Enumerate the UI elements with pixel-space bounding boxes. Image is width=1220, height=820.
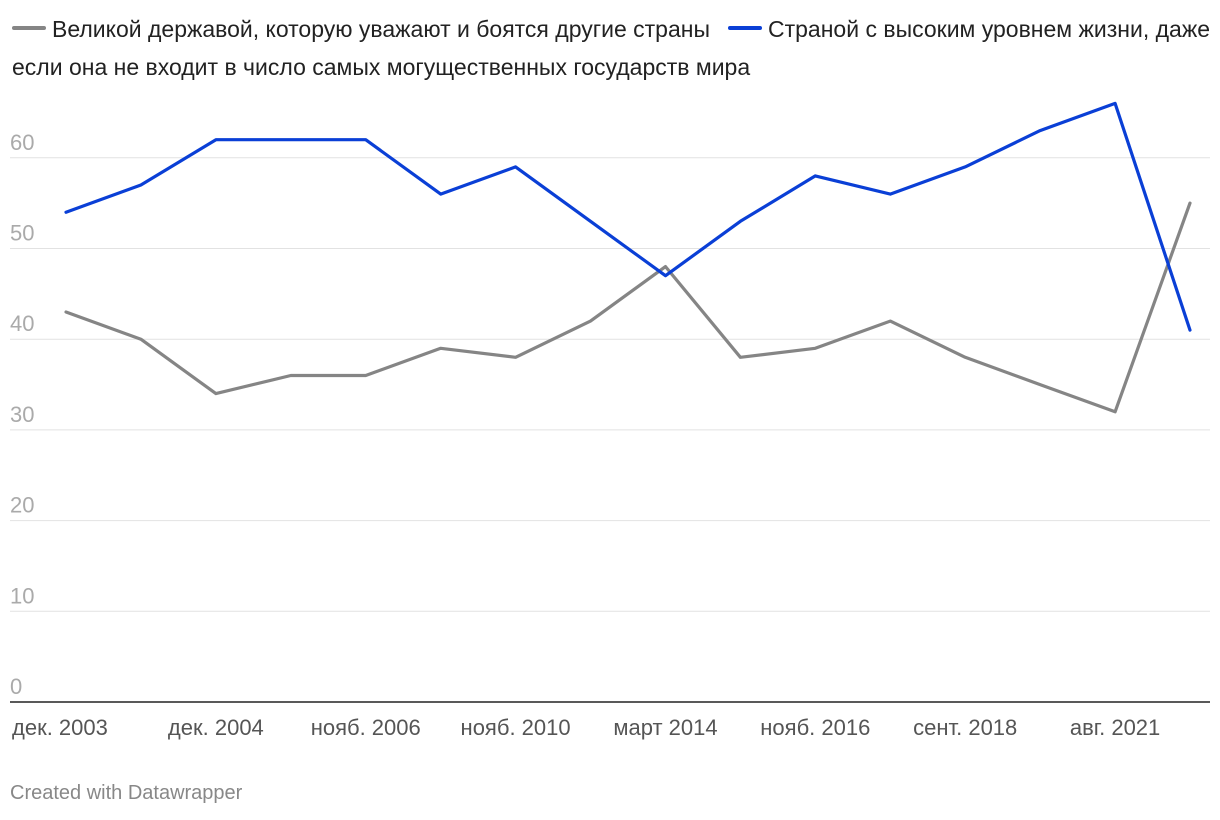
datawrapper-credit: Created with Datawrapper: [10, 782, 243, 804]
series-0-point-14: [1113, 410, 1117, 414]
series-1-point-9: [738, 219, 742, 223]
y-tick-label-50: 50: [10, 221, 34, 246]
series-1-point-4: [364, 138, 368, 142]
series-1-point-12: [963, 165, 967, 169]
x-tick-label-3: нояб. 2010: [461, 715, 571, 740]
y-tick-label-20: 20: [10, 493, 34, 518]
legend-item-great-power: Великой державой, которую уважают и боят…: [12, 16, 710, 42]
series-1-point-6: [514, 165, 518, 169]
x-tick-label-4: март 2014: [613, 715, 717, 740]
series-0-point-0: [64, 310, 68, 314]
series-0-point-3: [289, 373, 293, 377]
series-1-point-8: [663, 274, 667, 278]
series-0-point-6: [514, 355, 518, 359]
series-1-point-5: [439, 192, 443, 196]
y-tick-label-10: 10: [10, 583, 34, 608]
series-0-point-4: [364, 373, 368, 377]
legend-swatch-high-living-standard: [728, 25, 762, 30]
legend-label-high-living-standard: Страной с высоким уровнем жизни, даже ес…: [12, 16, 1210, 80]
series-0-point-1: [139, 337, 143, 341]
legend-swatch-great-power: [12, 25, 46, 30]
series-0-point-10: [813, 346, 817, 350]
legend: Великой державой, которую уважают и боят…: [12, 10, 1212, 86]
series-1-point-14: [1113, 101, 1117, 105]
series-0-point-11: [888, 319, 892, 323]
series-0-point-7: [589, 319, 593, 323]
series-1-point-10: [813, 174, 817, 178]
series-1-point-3: [289, 138, 293, 142]
series-1-point-7: [589, 219, 593, 223]
series-0-point-2: [214, 392, 218, 396]
series-0-point-5: [439, 346, 443, 350]
y-tick-label-30: 30: [10, 402, 34, 427]
series-1-point-11: [888, 192, 892, 196]
x-tick-label-1: дек. 2004: [168, 715, 264, 740]
x-tick-label-5: нояб. 2016: [760, 715, 870, 740]
series-1-point-13: [1038, 129, 1042, 133]
series-0-point-8: [663, 265, 667, 269]
x-tick-label-2: нояб. 2006: [311, 715, 421, 740]
series-line-1: [64, 101, 1192, 332]
legend-label-great-power: Великой державой, которую уважают и боят…: [52, 16, 710, 42]
legend-item-high-living-standard: Страной с высоким уровнем жизни, даже ес…: [12, 16, 1210, 80]
y-tick-label-0: 0: [10, 674, 22, 699]
series-1-point-1: [139, 183, 143, 187]
series-0-point-12: [963, 355, 967, 359]
series-1-point-0: [64, 210, 68, 214]
series-1-point-2: [214, 138, 218, 142]
x-tick-label-7: авг. 2021: [1070, 715, 1160, 740]
series-1-point-15: [1188, 328, 1192, 332]
y-tick-label-60: 60: [10, 130, 34, 155]
series-0-point-9: [738, 355, 742, 359]
x-tick-label-0: дек. 2003: [12, 715, 108, 740]
x-tick-label-6: сент. 2018: [913, 715, 1017, 740]
series-0-point-15: [1188, 201, 1192, 205]
y-tick-label-40: 40: [10, 311, 34, 336]
series-line-0: [64, 201, 1192, 414]
series-0-point-13: [1038, 383, 1042, 387]
